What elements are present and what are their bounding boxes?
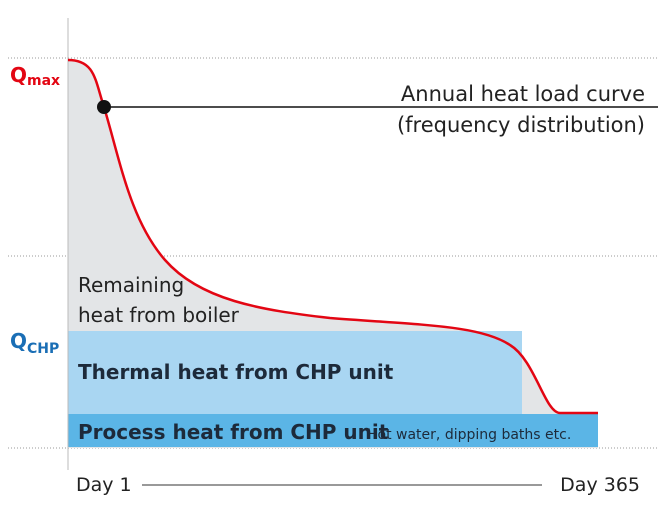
q-subscript: CHP — [27, 341, 59, 357]
process-label: Process heat from CHP unit — [78, 420, 389, 444]
thermal-label: Thermal heat from CHP unit — [78, 360, 394, 384]
process-box — [68, 414, 598, 447]
q-symbol: Q — [10, 329, 27, 353]
thermal-box — [68, 331, 522, 414]
remaining-label: Remaining — [78, 273, 184, 297]
day-end: Day 365 — [560, 474, 640, 496]
q-subscript: max — [27, 73, 60, 89]
remaining-label: heat from boiler — [78, 303, 240, 327]
curve-title: Annual heat load curve — [401, 82, 645, 106]
process-note: Hot water, dipping baths etc. — [367, 427, 571, 443]
q-symbol: Q — [10, 63, 27, 87]
curve-subtitle: (frequency distribution) — [397, 113, 645, 137]
q-chp-label: QCHP — [10, 329, 59, 357]
q-max-label: Qmax — [10, 63, 60, 89]
day-start: Day 1 — [76, 474, 132, 496]
pointer-dot — [97, 100, 111, 114]
